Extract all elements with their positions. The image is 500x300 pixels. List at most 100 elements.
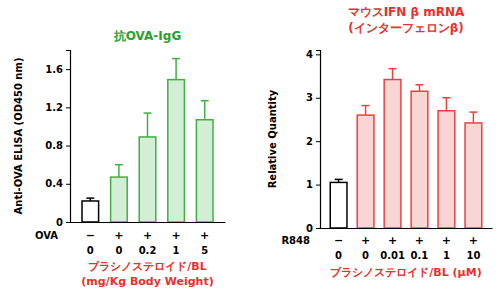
bar bbox=[82, 201, 99, 222]
y-axis: 0 0.4 0.8 1.2 1.6 bbox=[45, 51, 70, 228]
y-tick-mark bbox=[316, 228, 320, 229]
y-tick: 0 bbox=[56, 217, 70, 228]
plot-area bbox=[82, 59, 213, 222]
y-tick: 0.8 bbox=[45, 140, 70, 151]
y-tick-mark bbox=[316, 141, 320, 142]
treatment-value: + bbox=[361, 234, 370, 247]
y-tick: 3 bbox=[306, 92, 320, 103]
x-tick-label: 0 bbox=[362, 250, 369, 261]
error-cap bbox=[442, 97, 450, 99]
x-axis bbox=[71, 222, 226, 223]
y-tick: 2 bbox=[306, 136, 320, 147]
y-tick-label: 3 bbox=[306, 92, 313, 103]
error-cap bbox=[172, 58, 180, 60]
bar bbox=[384, 80, 401, 228]
bar bbox=[168, 80, 185, 222]
chart-0: 0 0.4 0.8 1.2 1.6 OVA − + + + +0 0 0.2 1 5 ブラシノステロイド/BL… bbox=[13, 29, 226, 288]
y-tick-label: 0 bbox=[56, 217, 63, 228]
bar bbox=[411, 91, 428, 228]
error-cap bbox=[144, 112, 152, 114]
x-tick-label: 0 bbox=[335, 250, 342, 261]
y-tick-mark bbox=[316, 185, 320, 186]
error-cap bbox=[201, 100, 209, 102]
y-tick: 4 bbox=[306, 49, 320, 60]
chart-canvas: 0 0.4 0.8 1.2 1.6 OVA − + + + +0 0 0.2 1 5 ブラシノステロイド/BL… bbox=[0, 0, 500, 300]
y-tick-label: 2 bbox=[306, 136, 313, 147]
y-tick: 0 bbox=[306, 223, 320, 234]
treatment-row: R848 − + + + + + bbox=[281, 234, 478, 247]
y-tick-mark bbox=[66, 107, 70, 108]
x-tick-label: 5 bbox=[201, 245, 208, 256]
error-cap bbox=[415, 84, 423, 86]
x-axis bbox=[321, 228, 493, 229]
y-tick: 0.4 bbox=[45, 178, 70, 189]
treatment-value: + bbox=[114, 229, 123, 242]
treatment-value: − bbox=[334, 234, 343, 247]
y-tick-mark bbox=[66, 222, 70, 223]
plot-area bbox=[330, 69, 482, 228]
treatment-value: + bbox=[171, 229, 180, 242]
x-axis-title: ブラシノステロイド/BL (μM) bbox=[330, 266, 481, 279]
chart-1: 0 1 2 3 4 R848 − + + + + +0 0 0.01 0.1 1 10 ブラシノステロイド/BL … bbox=[267, 5, 493, 279]
y-tick-label: 1.2 bbox=[45, 102, 63, 113]
bar bbox=[465, 123, 482, 228]
bar bbox=[111, 177, 128, 222]
treatment-value: + bbox=[469, 234, 478, 247]
treatment-row: OVA − + + + + bbox=[35, 229, 209, 242]
x-tick-label: 0.1 bbox=[411, 250, 429, 261]
treatment-label: OVA bbox=[35, 230, 58, 241]
x-tick-label: 0 bbox=[87, 245, 94, 256]
y-tick-label: 0.4 bbox=[45, 178, 63, 189]
bar bbox=[139, 137, 156, 222]
y-axis-line bbox=[316, 51, 321, 229]
y-axis-line bbox=[66, 51, 71, 223]
y-tick: 1.6 bbox=[45, 64, 70, 75]
y-tick-mark bbox=[66, 146, 70, 147]
x-tick-label: 10 bbox=[466, 250, 480, 261]
bar bbox=[438, 111, 455, 228]
treatment-label: R848 bbox=[281, 235, 310, 246]
y-axis-title: Anti-OVA ELISA (OD450 nm) bbox=[13, 58, 24, 215]
x-axis-title: (mg/Kg Body Weight) bbox=[81, 275, 213, 288]
y-tick-label: 0.8 bbox=[45, 140, 63, 151]
x-tick-label: 1 bbox=[443, 250, 450, 261]
title: 抗OVA-IgG bbox=[113, 29, 182, 43]
x-axis-line bbox=[71, 222, 226, 223]
treatment-value: + bbox=[143, 229, 152, 242]
bar bbox=[357, 115, 374, 228]
y-tick: 1 bbox=[306, 179, 320, 190]
y-tick-mark bbox=[316, 54, 320, 55]
error-cap bbox=[469, 111, 477, 113]
treatment-value: + bbox=[388, 234, 397, 247]
bar bbox=[196, 120, 213, 222]
y-tick-label: 0 bbox=[306, 223, 313, 234]
x-tick-label: 0.2 bbox=[139, 245, 157, 256]
x-tick-label: 0.01 bbox=[380, 250, 405, 261]
bar bbox=[330, 182, 347, 228]
treatment-value: + bbox=[200, 229, 209, 242]
y-axis: 0 1 2 3 4 bbox=[306, 49, 320, 234]
x-tick-labels: 0 0 0.2 1 5 bbox=[87, 245, 208, 256]
error-cap bbox=[115, 164, 123, 166]
error-cap bbox=[389, 68, 397, 70]
x-tick-label: 0 bbox=[115, 245, 122, 256]
error-cap bbox=[335, 179, 343, 181]
x-tick-label: 1 bbox=[173, 245, 180, 256]
error-cap bbox=[86, 197, 94, 199]
treatment-value: + bbox=[442, 234, 451, 247]
y-tick: 1.2 bbox=[45, 102, 70, 113]
x-axis-title: ブラシノステロイド/BL bbox=[88, 260, 206, 273]
x-axis-line bbox=[321, 228, 493, 229]
error-cap bbox=[362, 105, 370, 107]
subtitle: (インターフェロンβ) bbox=[348, 21, 464, 35]
y-tick-mark bbox=[316, 98, 320, 99]
y-axis-title: Relative Quantity bbox=[267, 89, 278, 188]
treatment-value: − bbox=[86, 229, 95, 242]
treatment-value: + bbox=[415, 234, 424, 247]
y-tick-label: 4 bbox=[306, 49, 313, 60]
y-tick-label: 1 bbox=[306, 179, 313, 190]
title: マウスIFN β mRNA bbox=[348, 5, 465, 19]
y-tick-mark bbox=[66, 184, 70, 185]
x-tick-labels: 0 0 0.01 0.1 1 10 bbox=[335, 250, 480, 261]
y-tick-mark bbox=[66, 69, 70, 70]
